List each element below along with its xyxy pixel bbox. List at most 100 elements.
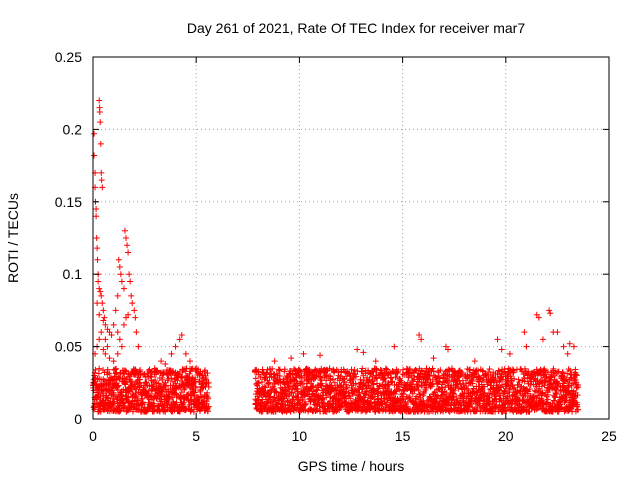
data-point — [538, 383, 545, 390]
data-point — [94, 300, 101, 307]
data-point — [182, 368, 189, 375]
data-point — [457, 380, 464, 387]
data-point — [253, 405, 260, 412]
data-point — [344, 384, 351, 391]
data-point — [97, 288, 104, 295]
data-point — [384, 366, 391, 373]
data-point — [107, 404, 114, 411]
data-point — [96, 97, 103, 104]
data-point — [258, 379, 265, 386]
data-point — [129, 300, 136, 307]
data-point — [297, 368, 304, 375]
data-point — [269, 365, 276, 372]
data-point — [114, 292, 121, 299]
data-point — [503, 408, 510, 415]
data-point — [112, 307, 119, 314]
data-point — [137, 376, 144, 383]
data-point — [394, 369, 401, 376]
data-point — [120, 285, 127, 292]
data-point — [347, 395, 354, 402]
data-point — [153, 371, 160, 378]
data-point — [400, 390, 407, 397]
data-point — [389, 378, 396, 385]
data-point — [102, 400, 109, 407]
x-tick-label: 5 — [192, 428, 200, 444]
data-point — [423, 384, 430, 391]
data-point — [199, 394, 206, 401]
data-point — [506, 350, 513, 357]
data-point — [310, 383, 317, 390]
data-point — [151, 402, 158, 409]
data-point — [326, 365, 333, 372]
data-point — [331, 369, 338, 376]
data-point — [398, 379, 405, 386]
y-tick-label: 0.1 — [63, 266, 83, 282]
data-point — [104, 343, 111, 350]
data-point — [299, 397, 306, 404]
data-point — [98, 292, 105, 299]
data-point — [91, 130, 98, 137]
data-point — [205, 403, 212, 410]
data-point — [459, 377, 466, 384]
data-point — [359, 365, 366, 372]
y-tick-label: 0.2 — [63, 121, 83, 137]
data-point — [267, 393, 274, 400]
data-point — [324, 390, 331, 397]
data-point — [368, 395, 375, 402]
data-point — [421, 407, 428, 414]
data-point — [132, 385, 139, 392]
data-point — [178, 332, 185, 339]
data-point — [125, 249, 132, 256]
data-point — [259, 396, 266, 403]
data-point — [388, 375, 395, 382]
data-point — [463, 385, 470, 392]
data-point — [97, 119, 104, 126]
data-point — [510, 367, 517, 374]
data-point — [501, 401, 508, 408]
data-point — [93, 213, 100, 220]
data-point — [382, 365, 389, 372]
data-point — [263, 369, 270, 376]
data-point — [516, 379, 523, 386]
data-point — [104, 366, 111, 373]
data-point — [127, 378, 134, 385]
data-point — [388, 379, 395, 386]
data-point — [297, 379, 304, 386]
data-point — [511, 375, 518, 382]
data-point — [416, 332, 423, 339]
data-point — [108, 332, 115, 339]
data-point — [135, 402, 142, 409]
data-point — [300, 350, 307, 357]
data-point — [117, 271, 124, 278]
data-point — [471, 358, 478, 365]
data-point — [356, 389, 363, 396]
data-point — [437, 375, 444, 382]
data-point — [416, 391, 423, 398]
y-tick-label: 0 — [74, 411, 82, 427]
data-point — [292, 393, 299, 400]
data-point — [100, 317, 107, 324]
data-point — [358, 406, 365, 413]
data-point — [96, 109, 103, 116]
data-point — [252, 367, 259, 374]
data-point — [308, 368, 315, 375]
x-tick-label: 10 — [292, 428, 308, 444]
data-point — [96, 285, 103, 292]
data-point — [125, 388, 132, 395]
data-point — [307, 398, 314, 405]
data-point — [437, 367, 444, 374]
data-point — [167, 388, 174, 395]
data-point — [481, 383, 488, 390]
data-point — [94, 256, 101, 263]
data-point — [547, 310, 554, 317]
data-point — [255, 368, 262, 375]
data-point — [560, 380, 567, 387]
data-point — [100, 392, 107, 399]
data-point — [494, 336, 501, 343]
x-tick-label: 15 — [395, 428, 411, 444]
data-point — [508, 404, 515, 411]
data-point — [573, 372, 580, 379]
data-point — [430, 355, 437, 362]
data-point — [406, 393, 413, 400]
